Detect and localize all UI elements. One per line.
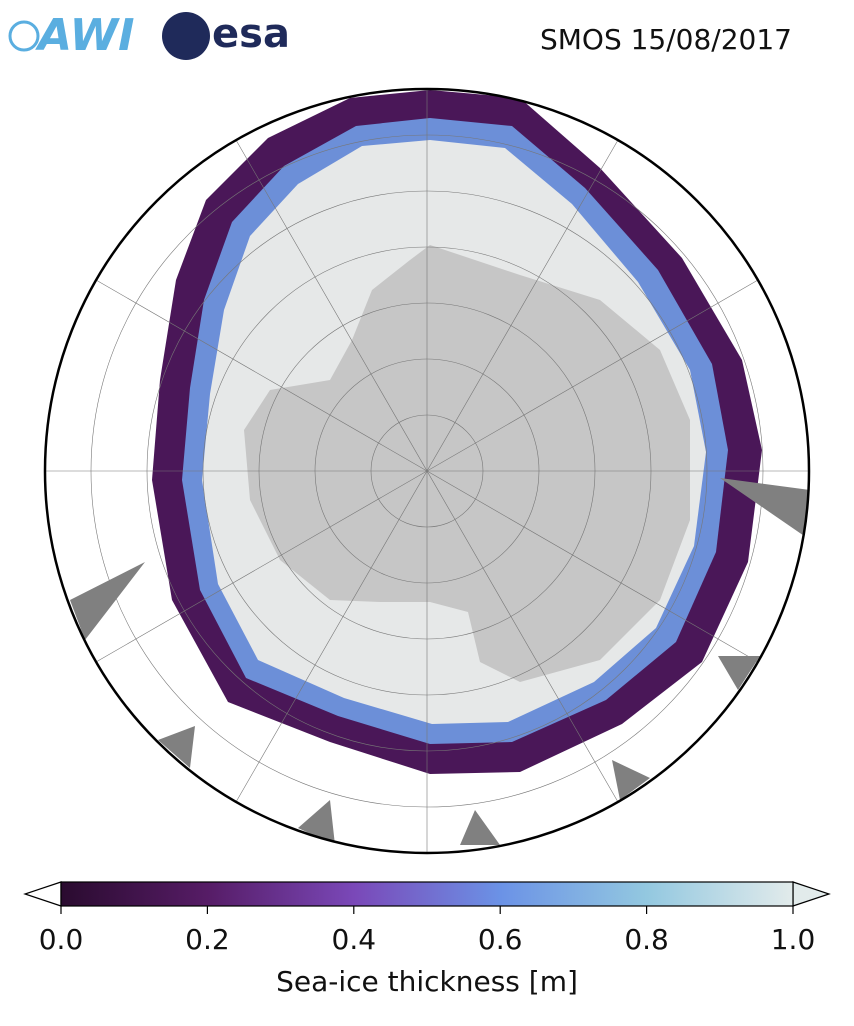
colorbar-tick-label: 0.2: [185, 923, 230, 956]
colorbar-tick-label: 0.8: [624, 923, 669, 956]
colorbar-tick-label: 0.0: [39, 923, 84, 956]
logo-text: esa: [212, 11, 290, 57]
logo-awi: AWI: [8, 10, 135, 61]
graticule: [45, 89, 809, 853]
colorbar-tick-label: 1.0: [771, 923, 816, 956]
logo-esa: esa: [162, 11, 290, 60]
colorbar-label: Sea-ice thickness [m]: [276, 965, 578, 998]
colorbar-extend-high: [792, 881, 831, 907]
map-title: SMOS 15/08/2017: [540, 23, 792, 56]
map-frame: [43, 87, 811, 855]
logo-text: AWI: [35, 10, 135, 61]
antarctica: [244, 245, 690, 682]
colorbar-gradient: [60, 881, 794, 907]
colorbar-extend-low: [23, 881, 62, 907]
colorbar-tick-label: 0.6: [478, 923, 523, 956]
map: [45, 89, 809, 853]
colorbar-tick-label: 0.4: [332, 923, 377, 956]
colorbar: [23, 881, 831, 907]
